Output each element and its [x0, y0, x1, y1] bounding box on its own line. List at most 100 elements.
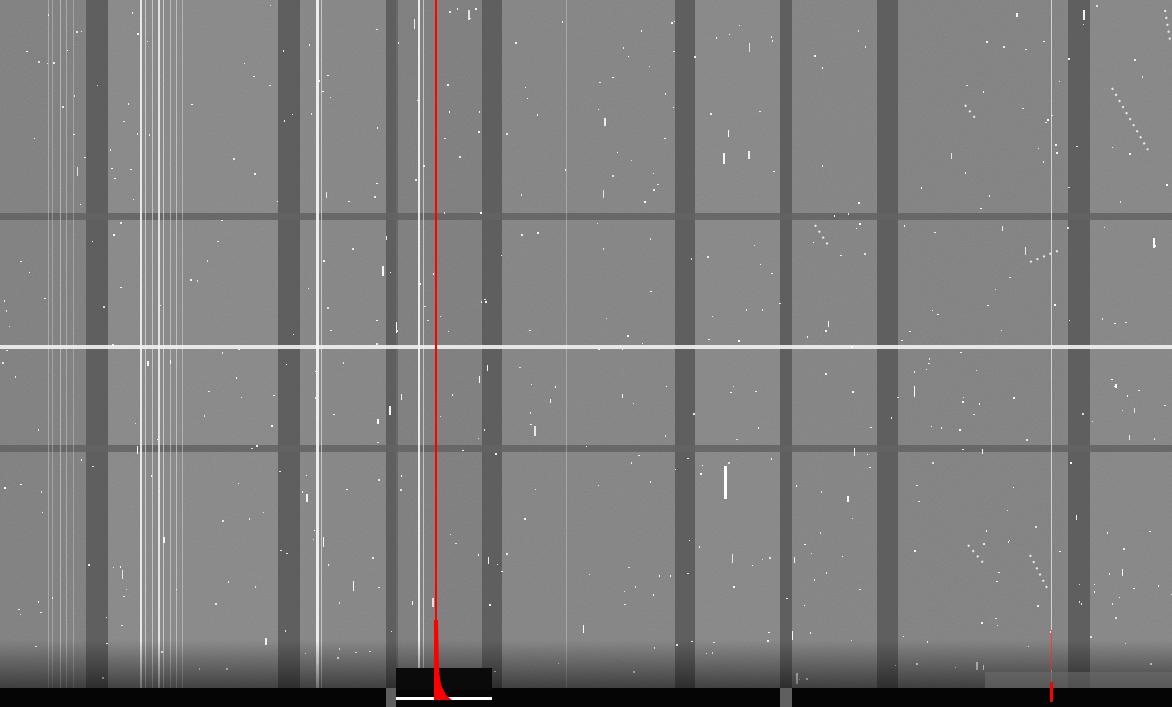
- cosmic-ray-hit: [997, 625, 998, 626]
- cosmic-ray-hit: [323, 537, 324, 547]
- cosmic-ray-hit: [638, 455, 640, 456]
- cosmic-ray-hit: [995, 289, 996, 290]
- cosmic-ray-hit: [42, 512, 43, 513]
- cosmic-ray-hit: [752, 565, 753, 566]
- cosmic-ray-hit: [328, 564, 329, 566]
- cosmic-ray-hit: [1025, 247, 1026, 255]
- cosmic-ray-hit: [712, 316, 713, 317]
- cosmic-ray-hit: [779, 303, 781, 304]
- cosmic-ray-hit: [998, 572, 1000, 573]
- cosmic-ray-hit: [603, 248, 604, 250]
- cosmic-ray-hit: [1043, 161, 1044, 163]
- cosmic-ray-hit: [1094, 584, 1095, 585]
- cosmic-ray-hit: [531, 384, 532, 385]
- cosmic-ray-hit: [222, 520, 224, 522]
- cosmic-ray-hit: [673, 107, 674, 108]
- cosmic-ray-hit: [918, 501, 920, 502]
- cosmic-ray-hit: [1081, 603, 1082, 605]
- cosmic-ray-hit: [449, 11, 451, 13]
- cosmic-ray-hit: [309, 44, 310, 46]
- cosmic-ray-hit: [1164, 405, 1166, 406]
- cosmic-ray-hit: [26, 51, 28, 52]
- cosmic-ray-hit: [4, 487, 6, 489]
- bottom-dark-strip: [0, 640, 1172, 707]
- cosmic-ray-hit: [255, 586, 256, 588]
- cosmic-ray-hit: [537, 114, 538, 116]
- cosmic-ray-hit: [916, 485, 918, 486]
- cosmic-ray-hit: [263, 512, 264, 513]
- cosmic-ray-hit: [468, 10, 470, 20]
- cosmic-ray-hit: [279, 471, 281, 472]
- cosmic-ray-hit: [160, 305, 161, 306]
- cosmic-ray-hit: [450, 534, 451, 535]
- cosmic-ray-hit: [302, 491, 303, 493]
- cosmic-ray-hit: [1047, 119, 1049, 121]
- cosmic-ray-hit: [414, 19, 415, 29]
- cosmic-ray-hit: [1083, 10, 1085, 20]
- cosmic-ray-hit: [604, 118, 606, 126]
- cosmic-ray-hit: [1142, 76, 1143, 78]
- cosmic-ray-hit: [716, 37, 717, 39]
- cosmic-ray-hit: [163, 537, 165, 543]
- cosmic-ray-hit: [38, 429, 39, 431]
- bottom-strip: [0, 688, 1172, 707]
- cosmic-ray-hit: [137, 33, 139, 35]
- cosmic-ray-hit: [1112, 147, 1113, 148]
- cosmic-ray-hit: [415, 179, 417, 181]
- cosmic-ray-hit: [758, 427, 759, 429]
- cosmic-ray-hit: [628, 56, 629, 57]
- cosmic-ray-hit: [423, 165, 425, 167]
- cosmic-ray-hit: [926, 369, 927, 370]
- cosmic-ray-hit: [525, 87, 526, 88]
- cosmic-ray-hit: [120, 287, 122, 288]
- cosmic-ray-hit: [962, 401, 964, 403]
- cosmic-ray-hit: [825, 330, 827, 332]
- vertical-gap: [780, 0, 792, 707]
- cosmic-ray-hit: [583, 625, 584, 633]
- cosmic-ray-hit: [84, 157, 86, 158]
- cosmic-ray-hit: [475, 8, 477, 10]
- cosmic-ray-hit: [810, 632, 811, 634]
- cosmic-ray-hit: [521, 194, 522, 196]
- cosmic-ray-hit: [535, 489, 536, 490]
- cosmic-ray-hit: [659, 575, 660, 577]
- cosmic-ray-hit: [352, 248, 354, 250]
- cosmic-ray-hit: [377, 442, 379, 443]
- cosmic-ray-hit: [1119, 597, 1120, 598]
- cosmic-ray-hit: [391, 631, 392, 632]
- cosmic-ray-hit: [378, 479, 380, 481]
- cosmic-ray-hit: [1102, 318, 1103, 320]
- cosmic-ray-hit: [327, 75, 329, 76]
- cosmic-ray-hit: [400, 489, 402, 491]
- cosmic-ray-hit: [191, 104, 193, 105]
- cosmic-ray-hit: [1111, 379, 1113, 380]
- cosmic-ray-hit: [606, 318, 607, 319]
- cosmic-ray-hit: [74, 95, 75, 97]
- cosmic-ray-hit: [732, 554, 733, 563]
- cosmic-ray-hit: [478, 554, 479, 556]
- cosmic-ray-hit: [869, 467, 871, 468]
- cosmic-ray-hit: [382, 266, 384, 276]
- cosmic-ray-hit: [292, 114, 293, 115]
- cosmic-ray-hit: [1092, 421, 1093, 422]
- cosmic-ray-hit: [612, 175, 614, 177]
- cosmic-ray-hit: [228, 581, 229, 583]
- cosmic-ray-hit: [598, 485, 599, 486]
- cosmic-ray-hit: [848, 213, 849, 215]
- cosmic-ray-hit: [635, 586, 636, 588]
- cosmic-ray-hit: [501, 255, 502, 256]
- cosmic-ray-hit: [440, 316, 441, 317]
- cosmic-ray-hit: [151, 475, 152, 477]
- cosmic-ray-hit: [981, 622, 983, 624]
- cosmic-ray-hit: [760, 264, 761, 265]
- cosmic-ray-hit: [708, 339, 710, 340]
- cosmic-ray-hit: [586, 446, 587, 447]
- cosmic-ray-hit: [326, 192, 327, 198]
- cosmic-ray-hit: [208, 391, 210, 392]
- cosmic-ray-hit: [1096, 5, 1098, 7]
- cosmic-ray-hit: [457, 8, 458, 10]
- cosmic-ray-hit: [1122, 569, 1123, 576]
- cosmic-ray-hit: [236, 377, 237, 379]
- cosmic-ray-hit: [440, 416, 441, 417]
